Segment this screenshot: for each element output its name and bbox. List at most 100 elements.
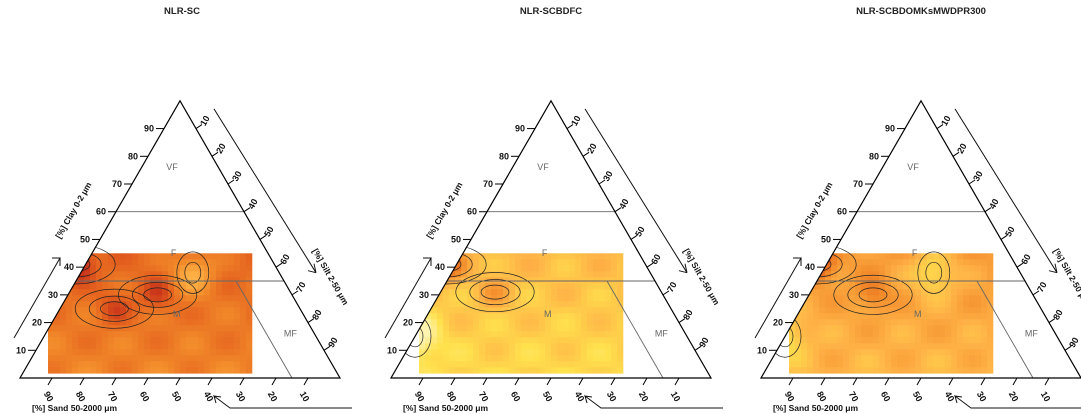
heat-cell bbox=[909, 331, 916, 338]
heat-cell bbox=[503, 301, 510, 308]
heat-cell bbox=[144, 289, 151, 296]
heat-cell bbox=[527, 349, 534, 356]
heat-cell bbox=[144, 295, 151, 302]
heat-cell bbox=[897, 331, 904, 338]
heat-cell bbox=[593, 253, 600, 260]
heat-cell bbox=[879, 343, 886, 350]
heat-cell bbox=[927, 253, 934, 260]
heat-cell bbox=[569, 259, 576, 266]
heat-cell bbox=[933, 265, 940, 272]
heat-cell bbox=[891, 325, 898, 332]
heat-cell bbox=[443, 337, 450, 344]
heat-cell bbox=[551, 283, 558, 290]
heat-cell bbox=[48, 313, 55, 320]
heat-cell bbox=[144, 361, 151, 368]
heat-cell bbox=[234, 271, 241, 278]
class-boundary bbox=[606, 280, 664, 379]
heat-cell bbox=[228, 367, 235, 374]
heat-cell bbox=[96, 325, 103, 332]
heat-cell bbox=[963, 271, 970, 278]
heat-cell bbox=[987, 361, 994, 368]
heat-cell bbox=[581, 307, 588, 314]
heat-cell bbox=[114, 337, 121, 344]
heat-cell bbox=[843, 343, 850, 350]
heat-cell bbox=[551, 361, 558, 368]
heat-cell bbox=[234, 259, 241, 266]
heat-cell bbox=[204, 325, 211, 332]
heat-cell bbox=[473, 361, 480, 368]
heat-cell bbox=[981, 337, 988, 344]
heat-cell bbox=[186, 301, 193, 308]
heat-cell bbox=[150, 331, 157, 338]
heat-cell bbox=[443, 343, 450, 350]
heat-cell bbox=[473, 259, 480, 266]
heat-cell bbox=[575, 355, 582, 362]
heat-cell bbox=[855, 343, 862, 350]
heat-cell bbox=[879, 277, 886, 284]
heat-cell bbox=[491, 349, 498, 356]
heat-cell bbox=[945, 319, 952, 326]
heat-cell bbox=[96, 283, 103, 290]
heat-cell bbox=[461, 289, 468, 296]
heat-cell bbox=[569, 265, 576, 272]
heat-cell bbox=[503, 343, 510, 350]
heat-cell bbox=[515, 319, 522, 326]
heat-cell bbox=[108, 343, 115, 350]
heat-cell bbox=[162, 367, 169, 374]
clay-direction-arrow bbox=[384, 257, 432, 339]
heat-cell bbox=[60, 325, 67, 332]
heat-cell bbox=[581, 355, 588, 362]
heat-cell bbox=[102, 307, 109, 314]
heat-cell bbox=[819, 295, 826, 302]
heat-cell bbox=[789, 259, 796, 266]
heat-cell bbox=[497, 259, 504, 266]
heat-cell bbox=[246, 295, 253, 302]
heat-cell bbox=[455, 313, 462, 320]
heat-cell bbox=[879, 289, 886, 296]
heat-cell bbox=[563, 343, 570, 350]
heat-cell bbox=[509, 301, 516, 308]
heat-cell bbox=[234, 277, 241, 284]
heat-cell bbox=[849, 271, 856, 278]
heat-cell bbox=[120, 307, 127, 314]
heat-cell bbox=[903, 301, 910, 308]
heat-cell bbox=[909, 337, 916, 344]
heat-cell bbox=[192, 307, 199, 314]
heat-cell bbox=[174, 253, 181, 260]
heat-cell bbox=[144, 301, 151, 308]
heat-cell bbox=[611, 289, 618, 296]
heat-cell bbox=[987, 283, 994, 290]
heat-cell bbox=[54, 349, 61, 356]
heat-cell bbox=[168, 271, 175, 278]
heat-cell bbox=[963, 331, 970, 338]
heat-cell bbox=[981, 313, 988, 320]
heat-cell bbox=[234, 295, 241, 302]
heat-cell bbox=[987, 265, 994, 272]
heat-cell bbox=[861, 277, 868, 284]
heat-cell bbox=[545, 253, 552, 260]
heat-cell bbox=[855, 295, 862, 302]
heat-cell bbox=[210, 319, 217, 326]
heat-cell bbox=[981, 355, 988, 362]
heat-cell bbox=[933, 301, 940, 308]
heat-cell bbox=[222, 283, 229, 290]
heat-cell bbox=[545, 271, 552, 278]
heat-cell bbox=[473, 271, 480, 278]
heat-cell bbox=[503, 367, 510, 374]
heat-cell bbox=[90, 265, 97, 272]
heat-cell bbox=[825, 343, 832, 350]
heat-cell bbox=[819, 271, 826, 278]
heat-cell bbox=[120, 277, 127, 284]
heat-cell bbox=[939, 343, 946, 350]
heat-cell bbox=[168, 277, 175, 284]
heat-cell bbox=[897, 337, 904, 344]
heat-cell bbox=[515, 361, 522, 368]
heat-cell bbox=[126, 265, 133, 272]
heat-cell bbox=[126, 343, 133, 350]
heat-cell bbox=[132, 313, 139, 320]
heat-cell bbox=[210, 361, 217, 368]
heat-cell bbox=[569, 277, 576, 284]
heat-cell bbox=[90, 325, 97, 332]
heat-cell bbox=[885, 349, 892, 356]
heat-cell bbox=[575, 259, 582, 266]
